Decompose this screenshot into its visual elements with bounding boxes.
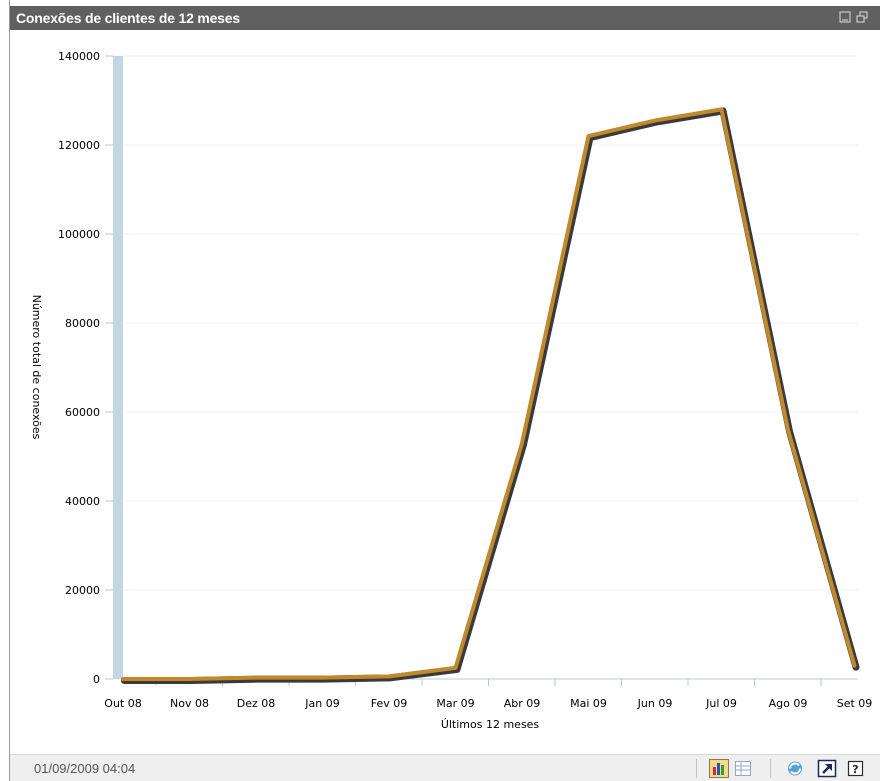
line-chart: 020000400006000080000100000120000140000 … — [30, 50, 873, 730]
x-tick-label: Ago 09 — [769, 697, 808, 710]
y-tick-label: 60000 — [65, 406, 100, 419]
y-tick-label: 20000 — [65, 584, 100, 597]
x-tick-label: Fev 09 — [371, 697, 408, 710]
series-line — [121, 107, 857, 681]
x-tick-label: Mar 09 — [436, 697, 474, 710]
x-tick-label: Mai 09 — [570, 697, 607, 710]
y-axis-title: Número total de conexões — [30, 295, 43, 440]
x-tick-label: Out 08 — [104, 697, 141, 710]
x-tick-label: Jul 09 — [705, 697, 737, 710]
restore-window-icon[interactable] — [856, 11, 868, 23]
y-axis-ticks: 0 20000 40000 60000 80000 100000 120000 140000 — [58, 50, 113, 686]
y-tick-label: 120000 — [58, 139, 100, 152]
data-point — [787, 429, 789, 431]
y-axis-band — [113, 56, 123, 679]
chart-view-icon[interactable] — [709, 759, 729, 778]
data-point — [521, 442, 523, 444]
data-point — [654, 120, 656, 122]
svg-text:?: ? — [852, 763, 858, 776]
x-tick-label: Jun 09 — [637, 697, 673, 710]
x-tick-label: Abr 09 — [504, 697, 541, 710]
data-point — [322, 677, 323, 679]
y-tick-label: 140000 — [58, 50, 100, 63]
toolbar-divider — [770, 759, 771, 778]
x-axis-title: Últimos 12 meses — [441, 718, 540, 730]
data-point — [854, 665, 855, 667]
data-point — [122, 678, 124, 680]
y-tick-label: 100000 — [58, 228, 100, 241]
data-point — [189, 678, 190, 680]
data-point — [588, 135, 589, 137]
data-point — [455, 667, 456, 669]
panel-title: Conexões de clientes de 12 meses — [16, 10, 240, 26]
toolbar-divider — [696, 759, 697, 778]
open-external-icon[interactable] — [817, 759, 837, 778]
help-icon[interactable]: ? — [846, 759, 866, 778]
grid-lines — [123, 55, 858, 591]
data-point — [255, 677, 257, 679]
y-tick-label: 80000 — [65, 317, 100, 330]
x-tick-label: Set 09 — [837, 697, 873, 710]
y-tick-label: 0 — [93, 673, 100, 686]
refresh-icon[interactable] — [785, 759, 805, 778]
x-tick-label: Jan 09 — [304, 697, 339, 710]
x-tick-label: Nov 08 — [170, 697, 209, 710]
minimize-icon[interactable] — [839, 11, 851, 23]
x-axis-ticks: Out 08 Nov 08 Dez 08 Jan 09 Fev 09 Mar 09 Abr … — [104, 679, 873, 710]
series-line-shadow — [121, 107, 860, 684]
panel-footer: 01/09/2009 04:04 ? — [10, 754, 880, 781]
y-tick-label: 40000 — [65, 495, 100, 508]
table-view-icon[interactable] — [733, 759, 753, 778]
data-point — [388, 675, 390, 677]
panel-titlebar: Conexões de clientes de 12 meses — [10, 6, 880, 30]
timestamp: 01/09/2009 04:04 — [34, 761, 136, 776]
data-point — [721, 108, 722, 110]
x-tick-label: Dez 08 — [237, 697, 276, 710]
chart-panel: Conexões de clientes de 12 meses 0 20000 4… — [9, 0, 880, 781]
series-line-group — [121, 107, 860, 684]
